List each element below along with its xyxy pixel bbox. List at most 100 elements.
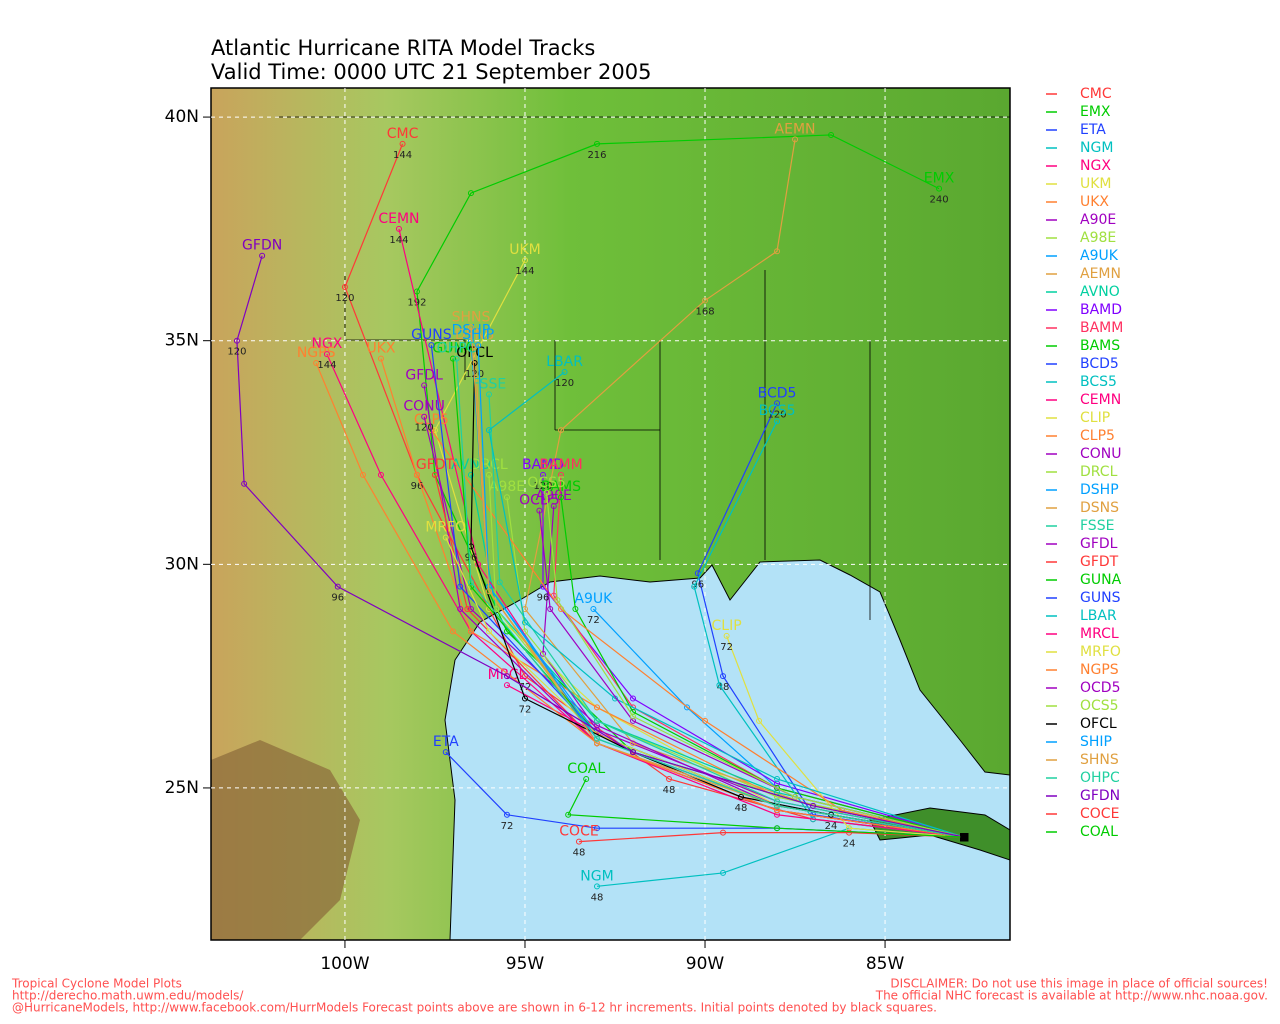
model-track: [488, 394, 965, 838]
legend-label: A90E: [1080, 212, 1116, 228]
legend-label: ETA: [1080, 122, 1106, 138]
forecast-point: [810, 802, 817, 809]
legend-label: A9UK: [1080, 248, 1119, 264]
legend-label: CONU: [1080, 446, 1122, 462]
forecast-point: [720, 869, 727, 876]
state-borders: [275, 116, 1010, 620]
forecast-point: [593, 883, 600, 890]
forecast-point: [503, 682, 510, 689]
legend-label: A98E: [1080, 230, 1116, 246]
forecast-hour: 144: [515, 266, 534, 277]
model-label: BAMS: [541, 479, 581, 495]
legend-label: EMX: [1080, 104, 1111, 120]
forecast-hour: 216: [587, 150, 606, 161]
model-label: A90E: [536, 488, 572, 504]
forecast-hour: 48: [591, 892, 604, 903]
legend-label: NGM: [1080, 140, 1113, 156]
forecast-point: [684, 704, 691, 711]
legend-label: AVNO: [1080, 284, 1120, 300]
forecast-point: [630, 740, 637, 747]
legend-label: BCD5: [1080, 356, 1119, 372]
legend-label: MRCL: [1080, 626, 1119, 642]
forecast-point: [774, 825, 781, 832]
forecast-hour: 96: [537, 593, 550, 604]
model-track: [726, 635, 965, 838]
forecast-point: [702, 717, 709, 724]
legend-label: SHNS: [1080, 752, 1119, 768]
forecast-hour: 144: [389, 235, 408, 246]
model-label: CONU: [403, 399, 445, 415]
forecast-hour: 96: [331, 593, 344, 604]
x-tick-label: 95W: [506, 954, 545, 974]
forecast-point: [723, 632, 730, 639]
legend-label: FSSE: [1080, 518, 1114, 534]
forecast-point: [792, 136, 799, 143]
forecast-point: [590, 606, 597, 613]
forecast-point: [583, 775, 590, 782]
forecast-hour: 120: [767, 409, 786, 420]
forecast-point: [543, 489, 550, 496]
model-label: NGX: [311, 336, 342, 352]
forecast-point: [485, 427, 492, 434]
forecast-point: [413, 471, 420, 478]
legend-label: UKM: [1080, 176, 1112, 192]
forecast-point: [554, 597, 561, 604]
forecast-point: [334, 583, 341, 590]
model-track: [545, 492, 965, 838]
forecast-point: [467, 324, 474, 331]
forecast-point: [774, 400, 781, 407]
legend-label: BAMS: [1080, 338, 1120, 354]
forecast-point: [464, 606, 471, 613]
footer-left: Tropical Cyclone Model Plots: [11, 977, 182, 991]
forecast-point: [233, 337, 240, 344]
forecast-hour: 48: [735, 803, 748, 814]
forecast-point: [449, 628, 456, 635]
forecast-hour: 96: [411, 481, 424, 492]
forecast-point: [442, 534, 449, 541]
forecast-point: [341, 284, 348, 291]
forecast-hour: 120: [533, 481, 552, 492]
forecast-point: [457, 583, 464, 590]
forecast-point: [716, 682, 723, 689]
forecast-point: [521, 257, 528, 264]
forecast-point: [774, 807, 781, 814]
forecast-point: [702, 297, 709, 304]
legend-label: NGX: [1080, 158, 1111, 174]
forecast-point: [431, 427, 438, 434]
forecast-point: [575, 838, 582, 845]
forecast-point: [442, 749, 449, 756]
forecast-point: [431, 471, 438, 478]
forecast-point: [539, 471, 546, 478]
forecast-point: [593, 735, 600, 742]
forecast-point: [846, 829, 853, 836]
model-label: CMC: [387, 126, 419, 142]
forecast-point: [496, 579, 503, 586]
tracks: 487296120144CMC192216240EMX72ETA48NGM144…: [227, 121, 969, 903]
forecast-point: [399, 140, 406, 147]
model-label: DRCL: [470, 457, 508, 473]
forecast-hour: 144: [317, 360, 336, 371]
forecast-point: [539, 650, 546, 657]
forecast-hour: 72: [587, 615, 600, 626]
forecast-hour: 24: [825, 821, 838, 832]
model-label: SHNS: [452, 309, 491, 325]
y-tick-label: 25N: [165, 778, 199, 798]
legend-label: CMC: [1080, 86, 1112, 102]
forecast-point: [467, 579, 474, 586]
model-track: [560, 497, 965, 838]
model-label: BAMD: [522, 457, 564, 473]
forecast-point: [467, 337, 474, 344]
model-track: [488, 371, 965, 838]
legend-label: CEMN: [1080, 392, 1121, 408]
model-label: GFDN: [242, 238, 282, 254]
legend-label: GFDL: [1080, 536, 1118, 552]
model-label: COCE: [559, 824, 598, 840]
model-label: SHIP: [462, 327, 494, 343]
forecast-point: [485, 588, 492, 595]
forecast-point: [774, 780, 781, 787]
forecast-hour: 120: [335, 293, 354, 304]
legend-label: BCS5: [1080, 374, 1117, 390]
forecast-point: [630, 695, 637, 702]
forecast-point: [756, 717, 763, 724]
model-label: NGPS: [297, 345, 336, 361]
